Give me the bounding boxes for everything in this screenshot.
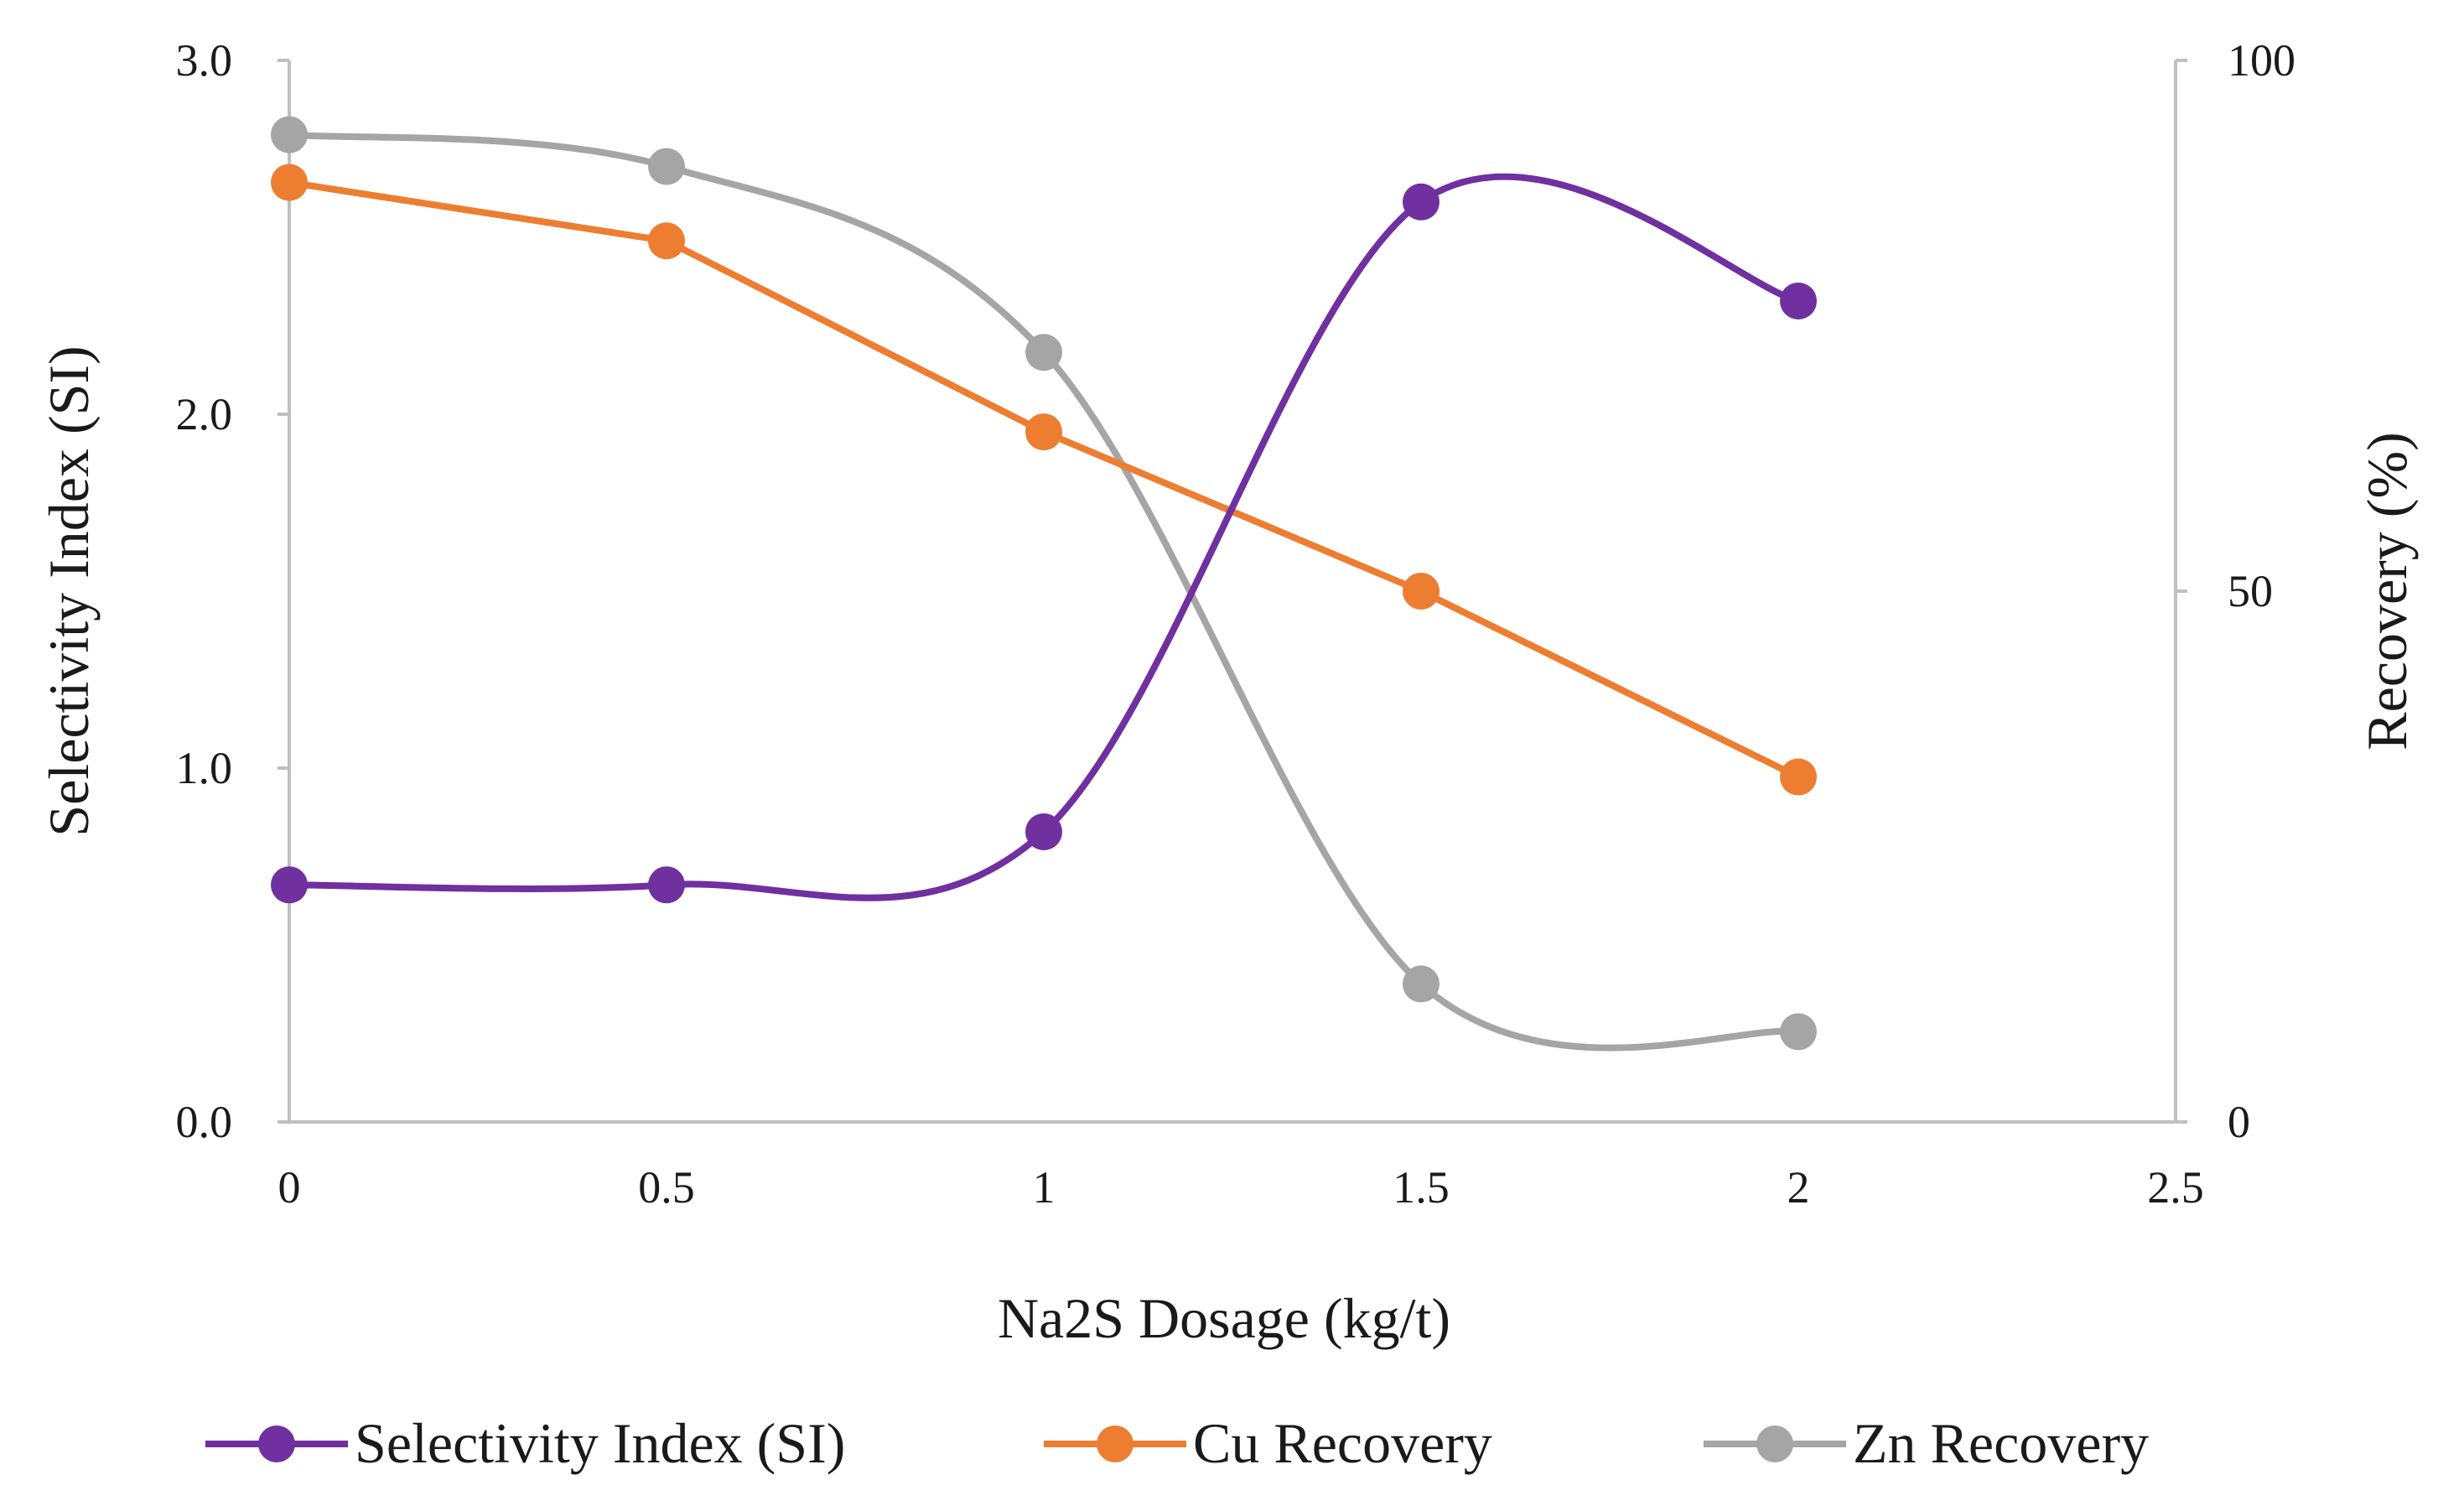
y2-tick-label: 0 bbox=[2228, 1097, 2250, 1147]
zn-recovery-point bbox=[271, 116, 308, 153]
legend-zn-recovery-marker bbox=[1756, 1426, 1793, 1462]
legend-selectivity-index-si-label: Selectivity Index (SI) bbox=[355, 1411, 845, 1475]
zn-recovery-point bbox=[1403, 965, 1439, 1003]
y-tick-label: 0.0 bbox=[176, 1097, 233, 1147]
x-tick-label: 1.5 bbox=[1393, 1162, 1450, 1213]
cu-recovery-point bbox=[1403, 573, 1439, 610]
cu-recovery-line bbox=[286, 179, 1802, 781]
legend-cu-recovery-marker bbox=[1097, 1426, 1133, 1462]
selectivity-index-si-point bbox=[271, 866, 308, 904]
legend-cu-recovery-label: Cu Recovery bbox=[1193, 1411, 1492, 1475]
legend-selectivity-index-si-marker bbox=[258, 1426, 295, 1462]
y-tick-label: 1.0 bbox=[176, 743, 233, 793]
zn-recovery-point bbox=[1025, 334, 1062, 371]
legend-layer: Selectivity Index (SI) Cu Recovery Zn Reco… bbox=[205, 1411, 2149, 1475]
y-tick-label: 2.0 bbox=[176, 389, 233, 439]
x-tick-label: 0 bbox=[278, 1162, 301, 1213]
zn-recovery-point bbox=[1780, 1013, 1817, 1051]
selectivity-index-si-point bbox=[1780, 282, 1817, 319]
selectivity-index-si-point bbox=[648, 866, 685, 904]
series-layer bbox=[271, 116, 1817, 1052]
x-tick-label: 0.5 bbox=[638, 1162, 695, 1213]
zn-recovery-point bbox=[648, 148, 685, 185]
x-axis-title: Na2S Dosage (kg/t) bbox=[998, 1286, 1450, 1350]
y-tick-label: 3.0 bbox=[176, 35, 233, 86]
cu-recovery-point bbox=[271, 164, 308, 201]
x-tick-label: 2.5 bbox=[2147, 1162, 2204, 1213]
legend-zn-recovery-label: Zn Recovery bbox=[1853, 1411, 2149, 1475]
x-tick-label: 1 bbox=[1033, 1162, 1056, 1213]
cu-recovery-point bbox=[1780, 758, 1817, 796]
y2-axis-title: Recovery (%) bbox=[2355, 432, 2419, 750]
cu-recovery-point bbox=[1025, 413, 1062, 451]
x-tick-label: 2 bbox=[1787, 1162, 1810, 1213]
y2-tick-label: 50 bbox=[2228, 566, 2273, 616]
cu-recovery-point bbox=[648, 222, 685, 260]
selectivity-index-si-line bbox=[286, 173, 1802, 901]
axes-layer: 0.0 1.0 2.0 3.0 0 50 100 0 0.5 1 1.5 2 2.5 Na2S Dosag… bbox=[37, 35, 2419, 1350]
y-axis-title: Selectivity Index (SI) bbox=[37, 345, 101, 836]
y2-tick-label: 100 bbox=[2228, 35, 2295, 86]
selectivity-index-si-point bbox=[1025, 813, 1062, 850]
zn-recovery-line bbox=[286, 131, 1802, 1052]
selectivity-index-si-point bbox=[1403, 183, 1439, 221]
